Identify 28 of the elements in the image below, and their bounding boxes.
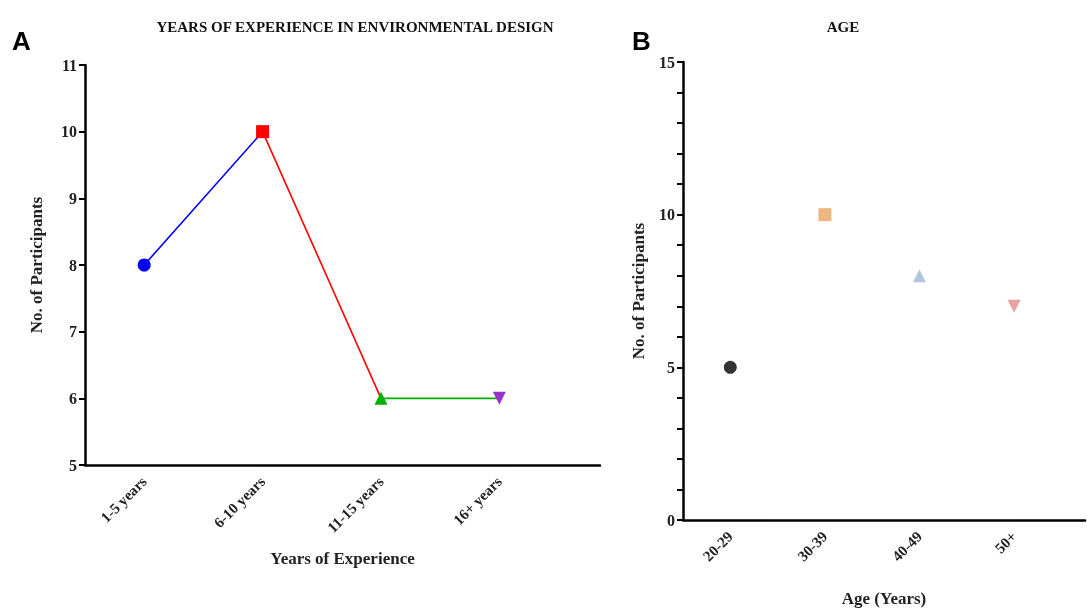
y-tick-label: 11: [61, 56, 77, 74]
point: [723, 360, 737, 374]
point: [912, 269, 926, 283]
point: [137, 258, 151, 272]
y-tick-label: 5: [69, 456, 77, 474]
y-axis-title: No. of Participants: [629, 222, 648, 360]
point: [256, 125, 270, 139]
y-axis-title: No. of Participants: [27, 196, 46, 334]
y-tick-label: 15: [659, 53, 675, 71]
y-tick-label: 9: [69, 189, 77, 207]
y-tick-label: 6: [69, 389, 77, 407]
y-tick-label: 10: [61, 123, 77, 141]
chart-title: YEARS OF EXPERIENCE IN ENVIRONMENTAL DESIGN: [156, 18, 554, 35]
x-axis-title: Age (Years): [841, 589, 927, 608]
y-tick-label: 8: [69, 256, 77, 274]
x-axis-title: Years of Experience: [270, 549, 416, 568]
x-tick-label: 50+: [991, 528, 1020, 557]
y-tick-label: 7: [69, 323, 77, 341]
y-tick-label: 10: [659, 206, 675, 224]
point: [492, 391, 506, 405]
y-tick-label: 5: [667, 358, 675, 376]
chart-title: AGE: [826, 18, 860, 35]
point: [374, 391, 388, 405]
text: B: [632, 26, 651, 56]
point: [818, 208, 832, 222]
point: [1007, 299, 1021, 313]
text: A: [12, 26, 31, 56]
y-tick-label: 0: [667, 511, 675, 529]
